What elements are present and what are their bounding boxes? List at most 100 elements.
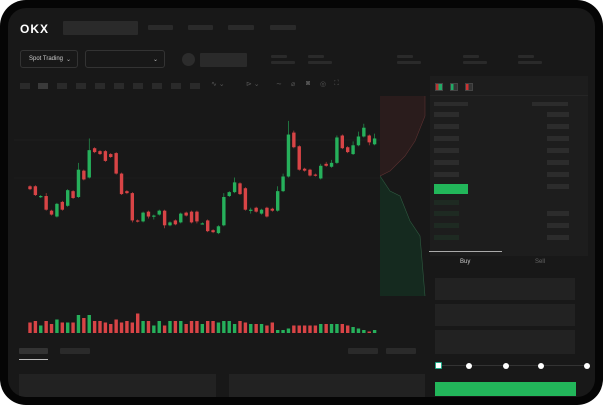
tab-order-history[interactable] — [60, 348, 90, 354]
candle-body — [329, 162, 334, 167]
slider-stop[interactable] — [538, 363, 544, 369]
tab-sell[interactable]: Sell — [535, 259, 546, 265]
timeframe-button[interactable] — [190, 83, 200, 89]
total-input[interactable] — [435, 330, 575, 354]
candle-body — [173, 220, 178, 225]
filter-button[interactable] — [386, 348, 416, 354]
slider-stop[interactable] — [503, 363, 509, 369]
ask-price — [434, 172, 459, 177]
volume-bar — [39, 325, 43, 333]
amount-slider-track[interactable] — [438, 365, 588, 366]
book-both-icon[interactable] — [435, 83, 443, 91]
line-icon[interactable]: ∼ — [276, 81, 282, 88]
candle-body — [76, 169, 81, 198]
candle-body — [152, 215, 156, 217]
volume-bar — [141, 321, 145, 333]
timeframe-button[interactable] — [114, 83, 124, 89]
volume-bar — [329, 324, 334, 333]
volume-bar — [152, 325, 156, 333]
ruler-icon[interactable]: ⌀ — [291, 81, 296, 88]
candle-body — [232, 182, 237, 193]
volume-bar — [33, 321, 38, 333]
nav-item[interactable] — [148, 25, 173, 30]
volume-bar — [179, 321, 183, 333]
candle-body — [125, 191, 129, 194]
pair-select[interactable]: ⌄ — [85, 50, 165, 68]
okx-logo: OKX — [20, 22, 50, 36]
orders-panel — [19, 374, 216, 397]
book-bids-icon[interactable] — [450, 83, 458, 91]
volume-bar — [275, 330, 280, 333]
candle-body — [98, 151, 102, 155]
buy-submit-button[interactable] — [435, 382, 576, 396]
volume-bar — [184, 324, 188, 333]
volume-bar — [103, 322, 108, 333]
volume-bar — [168, 321, 172, 333]
timeframe-button[interactable] — [133, 83, 143, 89]
nav-item[interactable] — [228, 25, 254, 30]
candle-body — [286, 134, 291, 177]
volume-bar — [222, 321, 226, 333]
volume-bar — [71, 322, 75, 333]
search-bar[interactable] — [63, 21, 138, 35]
depth-chart — [380, 96, 426, 296]
timeframe-button[interactable] — [152, 83, 162, 89]
camera-icon[interactable]: ◙ — [306, 80, 311, 87]
volume-bar — [162, 325, 167, 333]
candle-body — [28, 186, 32, 190]
volume-bar — [227, 321, 231, 333]
candle-body — [243, 188, 248, 210]
volume-bar — [249, 324, 253, 333]
draw-icon[interactable]: ⊳ ⌄ — [246, 81, 260, 88]
book-asks-icon[interactable] — [465, 83, 473, 91]
candle-body — [259, 209, 264, 214]
candlestick-chart[interactable] — [14, 88, 380, 338]
stat-label — [397, 55, 413, 58]
slider-stop[interactable] — [584, 363, 590, 369]
nav-item[interactable] — [270, 25, 296, 30]
chevron-down-icon: ⌄ — [152, 56, 158, 63]
volume-bar — [372, 330, 377, 333]
nav-item[interactable] — [188, 25, 213, 30]
ask-size — [547, 124, 569, 129]
candle-body — [340, 135, 345, 149]
volume-bar — [98, 321, 102, 333]
filter-button[interactable] — [348, 348, 378, 354]
stat-value — [463, 61, 487, 64]
candle-body — [200, 223, 205, 225]
bid-price — [434, 200, 459, 205]
divider — [430, 95, 588, 96]
bid-size — [547, 235, 569, 240]
timeframe-button[interactable] — [95, 83, 105, 89]
amount-input[interactable] — [435, 304, 575, 326]
volume-bar — [367, 331, 371, 333]
slider-stop[interactable] — [466, 363, 472, 369]
candle-body — [227, 192, 231, 197]
timeframe-button[interactable] — [38, 83, 48, 89]
amount-slider-handle[interactable] — [435, 362, 442, 369]
fullscreen-icon[interactable]: ⛶ — [334, 80, 339, 87]
indicator-icon[interactable]: ∿ ⌄ — [211, 81, 225, 88]
volume-bar — [130, 322, 135, 333]
stat-label — [308, 55, 324, 58]
price-input[interactable] — [435, 278, 575, 300]
tab-buy[interactable]: Buy — [460, 259, 471, 265]
volume-bar — [286, 328, 291, 333]
volume-bar — [135, 313, 140, 333]
ask-price — [434, 124, 459, 129]
volume-bar — [87, 315, 91, 333]
ask-depth — [380, 96, 425, 176]
candle-body — [302, 168, 307, 171]
timeframe-button[interactable] — [57, 83, 67, 89]
tab-open-orders[interactable] — [19, 348, 48, 354]
timeframe-button[interactable] — [20, 83, 30, 89]
candle-body — [270, 208, 275, 211]
candle-body — [65, 190, 70, 206]
settings-icon[interactable]: ◎ — [320, 81, 327, 88]
spot-trading-select[interactable]: Spot Trading ⌄ — [20, 50, 78, 68]
buy-tab-indicator — [429, 251, 502, 252]
timeframe-button[interactable] — [171, 83, 181, 89]
volume-bar — [324, 324, 328, 333]
timeframe-button[interactable] — [76, 83, 86, 89]
candle-body — [157, 210, 161, 215]
